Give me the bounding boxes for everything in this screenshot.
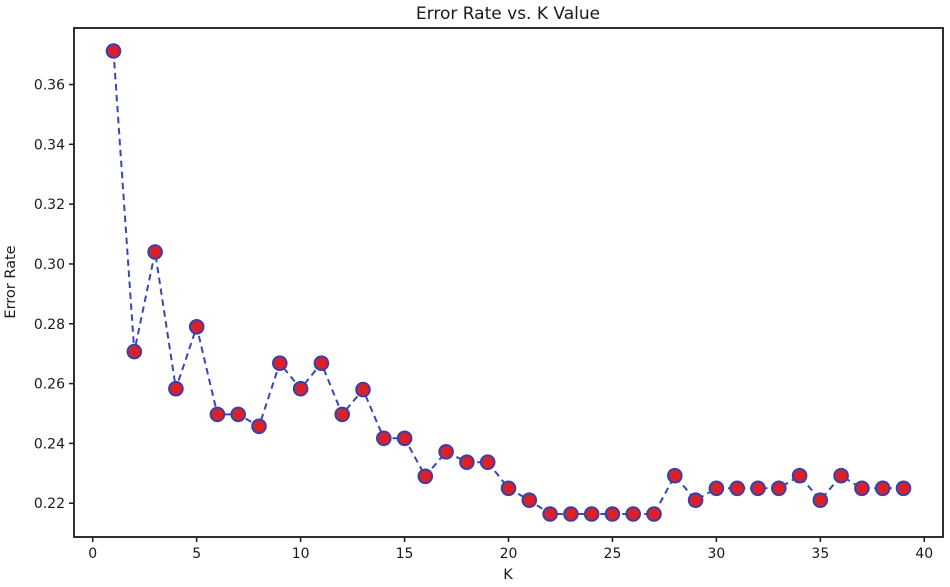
data-point bbox=[604, 506, 621, 522]
data-point bbox=[812, 492, 829, 509]
x-axis-label: K bbox=[503, 567, 513, 583]
data-point bbox=[750, 480, 766, 497]
y-tick-label: 0.30 bbox=[34, 257, 65, 273]
data-point bbox=[667, 467, 683, 484]
data-point bbox=[126, 343, 143, 360]
data-point bbox=[895, 480, 912, 497]
error-rate-series bbox=[105, 43, 912, 522]
plot-area bbox=[73, 27, 944, 538]
x-tick-label: 25 bbox=[604, 546, 622, 562]
data-point bbox=[396, 430, 413, 447]
plot-border bbox=[73, 27, 944, 538]
data-point bbox=[334, 406, 351, 423]
data-point bbox=[874, 480, 891, 497]
data-point bbox=[500, 480, 517, 497]
data-point bbox=[168, 380, 184, 397]
series-line bbox=[112, 50, 904, 515]
x-tick-label: 10 bbox=[292, 546, 310, 562]
data-point bbox=[563, 506, 579, 522]
y-axis-label: Error Rate bbox=[3, 245, 19, 318]
y-tick-label: 0.22 bbox=[34, 496, 65, 512]
data-point bbox=[708, 480, 725, 497]
data-point bbox=[791, 467, 808, 484]
y-tick-label: 0.32 bbox=[34, 197, 65, 213]
data-point bbox=[646, 506, 662, 522]
data-point bbox=[188, 319, 205, 335]
x-tick-label: 30 bbox=[707, 546, 725, 562]
x-tick-label: 15 bbox=[396, 546, 414, 562]
y-tick-label: 0.26 bbox=[34, 377, 65, 393]
data-point bbox=[854, 480, 870, 497]
data-point bbox=[583, 506, 600, 522]
data-point bbox=[625, 506, 642, 522]
chart-title: Error Rate vs. K Value bbox=[416, 4, 600, 24]
y-tick-label: 0.28 bbox=[34, 317, 65, 333]
y-tick-label: 0.34 bbox=[34, 137, 65, 153]
x-tick-label: 20 bbox=[500, 546, 518, 562]
data-point bbox=[355, 381, 371, 398]
data-point bbox=[272, 355, 288, 372]
data-point bbox=[313, 355, 330, 372]
data-point bbox=[438, 444, 454, 460]
data-point bbox=[687, 492, 704, 509]
data-point bbox=[771, 480, 787, 497]
x-tick-label: 40 bbox=[915, 546, 933, 562]
x-tick-label: 35 bbox=[811, 546, 829, 562]
axis-ticks: 0 5 10 15 20 25 30 35 40 0.22 0.24 0.26 0.28 0.30 0.32… bbox=[34, 78, 933, 562]
data-point bbox=[729, 480, 746, 497]
y-tick-label: 0.36 bbox=[34, 78, 65, 94]
data-point bbox=[417, 468, 434, 485]
data-point bbox=[542, 506, 558, 522]
data-point bbox=[209, 406, 226, 423]
data-point bbox=[105, 43, 122, 59]
data-point bbox=[251, 418, 267, 435]
data-point bbox=[521, 492, 538, 509]
data-point bbox=[479, 454, 496, 471]
data-point bbox=[147, 244, 163, 260]
x-tick-label: 5 bbox=[192, 546, 201, 562]
data-point bbox=[459, 454, 475, 471]
data-point bbox=[230, 406, 246, 423]
data-point bbox=[376, 430, 392, 447]
data-point bbox=[292, 380, 309, 397]
y-tick-label: 0.24 bbox=[34, 436, 65, 452]
x-tick-label: 0 bbox=[88, 546, 97, 562]
data-point bbox=[833, 467, 849, 484]
